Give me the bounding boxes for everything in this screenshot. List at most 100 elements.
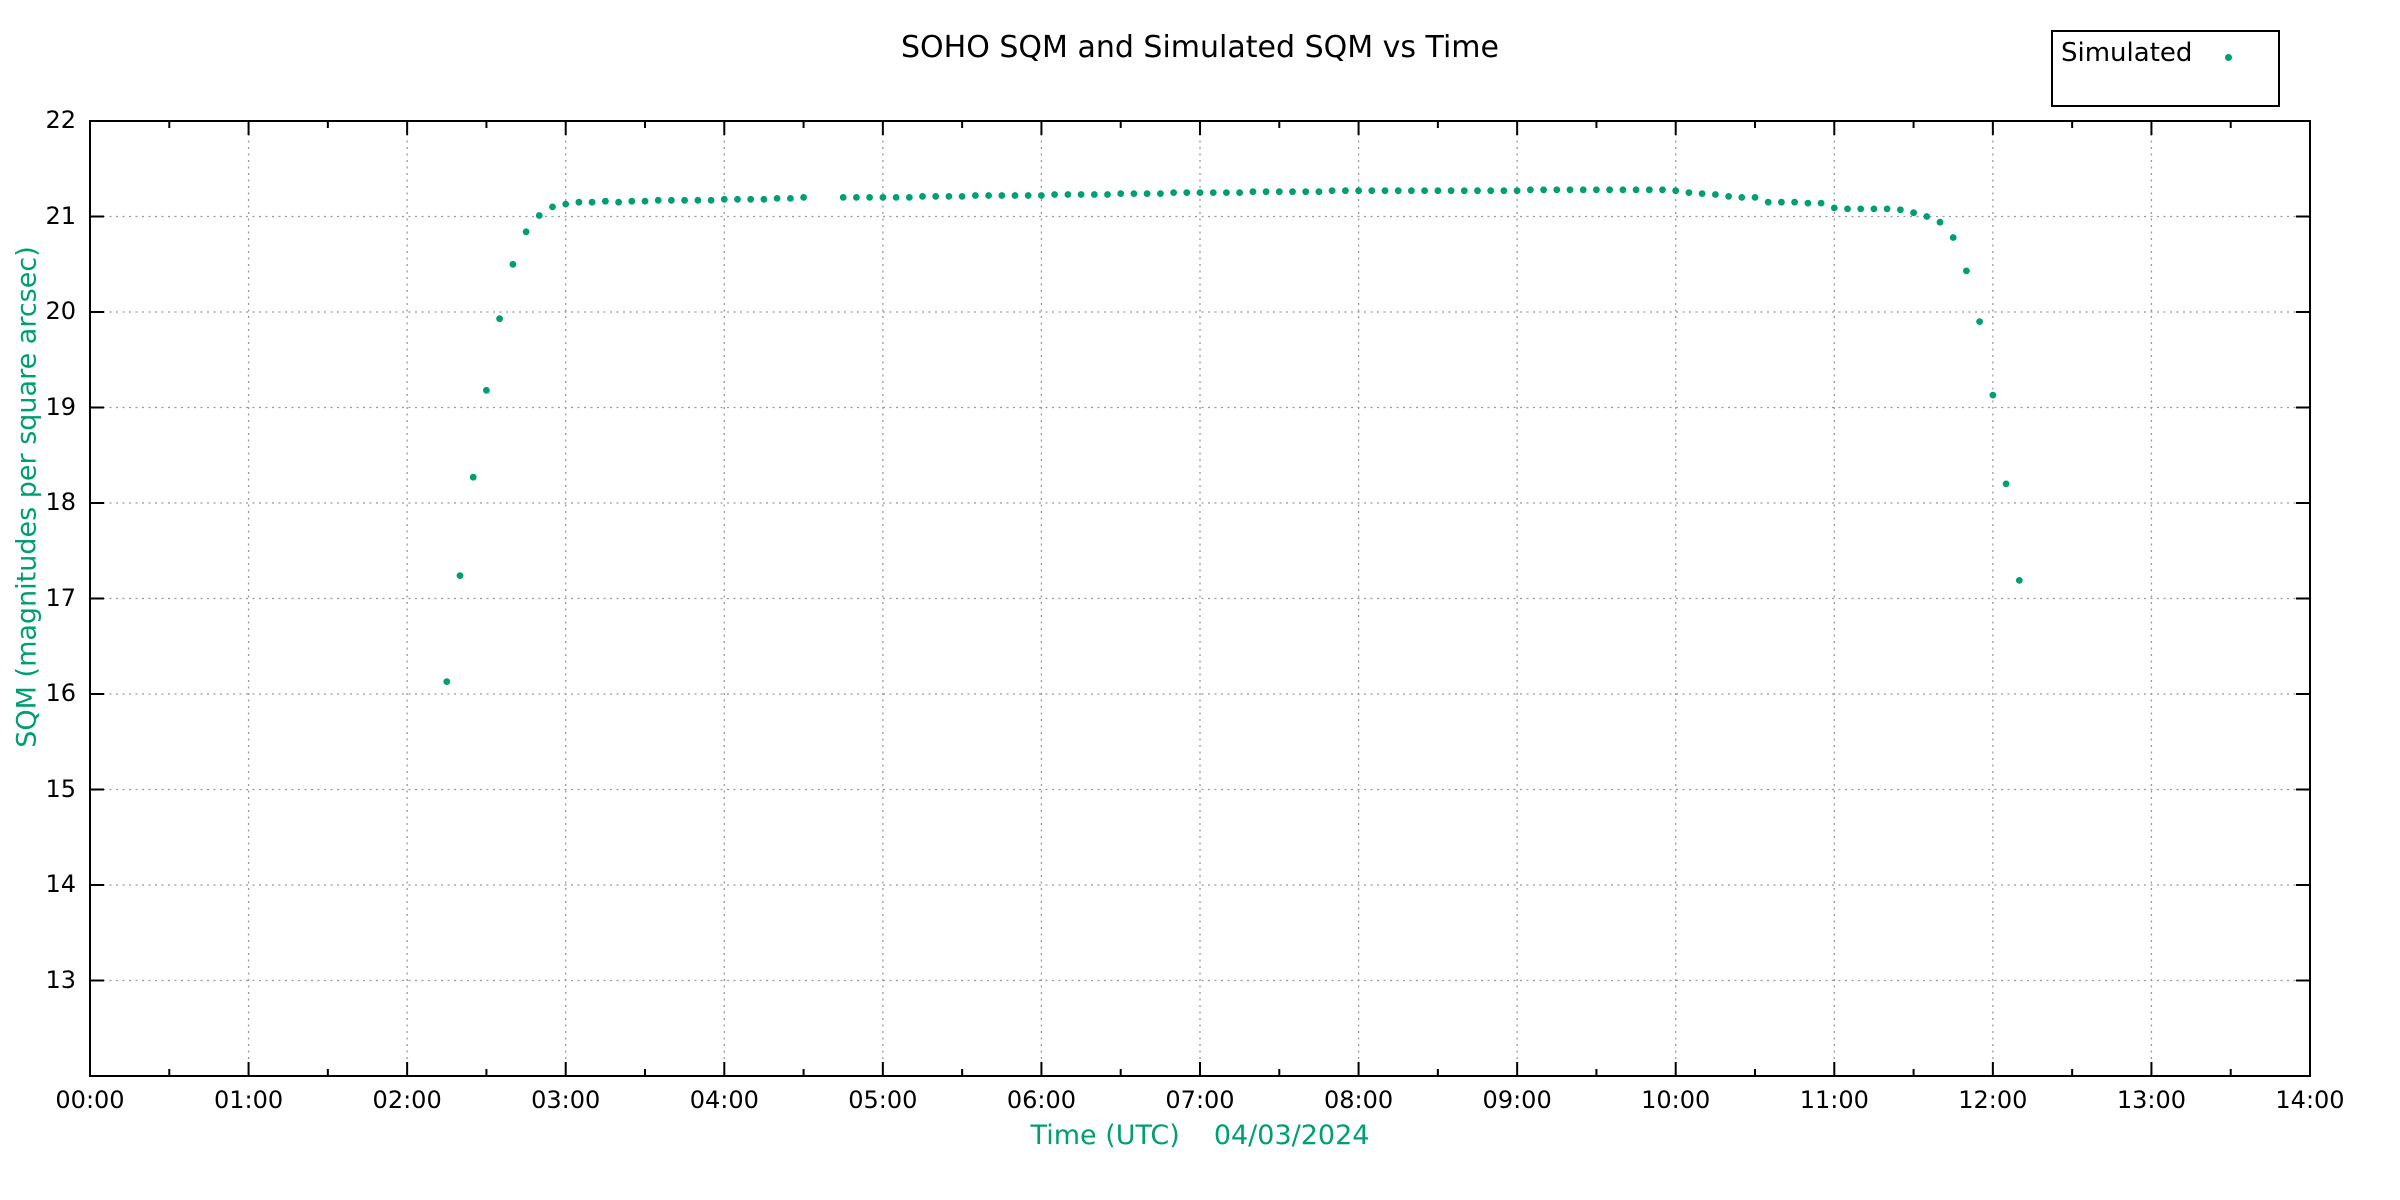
data-point — [1077, 191, 1085, 198]
x-tick-label: 14:00 — [2275, 1086, 2345, 1114]
data-point — [1976, 318, 1983, 325]
data-point — [1619, 186, 1627, 194]
data-point — [1883, 205, 1891, 213]
data-point — [1381, 187, 1389, 195]
chart-title: SOHO SQM and Simulated SQM vs Time — [901, 30, 1499, 65]
data-point — [615, 198, 622, 206]
data-point — [1910, 209, 1917, 217]
data-point — [575, 198, 583, 206]
data-point — [456, 572, 464, 579]
y-tick-label: 19 — [45, 392, 76, 421]
data-point — [2002, 480, 2010, 488]
data-point — [1460, 187, 1468, 195]
data-point — [1751, 194, 1759, 201]
data-point — [654, 196, 662, 204]
data-point — [1593, 186, 1600, 194]
legend-marker-dot-icon — [2225, 54, 2232, 61]
y-tick-label: 17 — [45, 583, 76, 612]
data-point — [1738, 194, 1746, 201]
data-point — [707, 196, 715, 204]
data-point — [1289, 188, 1296, 196]
data-point — [1315, 188, 1323, 196]
data-point — [443, 678, 451, 685]
y-tick-label: 18 — [45, 488, 76, 516]
x-tick-label: 11:00 — [1799, 1086, 1869, 1114]
data-point — [1408, 187, 1415, 195]
data-point — [1764, 198, 1772, 206]
data-point — [1117, 190, 1125, 198]
data-point — [1355, 187, 1362, 195]
data-point — [1778, 198, 1785, 206]
data-point — [1645, 186, 1653, 194]
data-point — [1157, 190, 1164, 198]
data-point — [1606, 186, 1613, 194]
data-point — [879, 194, 887, 201]
y-tick-label: 13 — [45, 965, 76, 994]
data-point — [839, 194, 847, 201]
data-point — [1104, 191, 1111, 198]
data-point — [958, 193, 966, 200]
data-point — [628, 197, 636, 205]
data-point — [905, 194, 913, 201]
x-tick-label: 06:00 — [1006, 1086, 1077, 1114]
data-point — [1474, 187, 1481, 195]
data-point — [892, 194, 900, 201]
data-point — [509, 260, 517, 268]
data-point — [1725, 193, 1732, 200]
data-point — [1143, 190, 1151, 198]
data-point — [1685, 189, 1693, 197]
x-tick-label: 07:00 — [1165, 1086, 1235, 1114]
data-point — [1170, 189, 1177, 197]
data-point — [1434, 187, 1442, 195]
data-point — [1672, 187, 1680, 195]
data-point — [919, 193, 926, 200]
data-point — [1051, 191, 1058, 198]
data-point — [998, 192, 1006, 199]
data-point — [773, 195, 781, 202]
data-point — [1804, 199, 1812, 207]
data-point — [1302, 188, 1310, 196]
data-point — [972, 192, 979, 199]
y-tick-label: 20 — [45, 297, 76, 325]
x-tick-label: 09:00 — [1482, 1086, 1552, 1114]
legend: Simulated — [2051, 30, 2280, 107]
data-point — [1791, 198, 1798, 206]
data-point — [1183, 189, 1191, 197]
data-point — [1064, 191, 1072, 198]
data-point — [668, 196, 675, 204]
data-point — [720, 195, 728, 203]
data-point — [588, 198, 596, 206]
x-tick-label: 01:00 — [213, 1086, 284, 1114]
data-point — [932, 193, 940, 200]
data-point — [1368, 187, 1376, 195]
data-point — [549, 203, 556, 211]
data-point — [734, 195, 741, 203]
data-point — [1566, 186, 1574, 194]
x-tick-label: 10:00 — [1641, 1086, 1711, 1114]
data-point — [1500, 187, 1508, 195]
data-point — [535, 212, 543, 219]
data-point — [1262, 188, 1270, 196]
data-point — [562, 200, 570, 208]
data-point — [1038, 192, 1045, 199]
data-point — [1579, 186, 1587, 194]
data-point — [1487, 187, 1495, 195]
data-point — [1275, 188, 1283, 196]
data-point — [694, 196, 702, 204]
x-tick-label: 00:00 — [55, 1086, 125, 1114]
data-point — [1527, 186, 1534, 194]
data-point — [1897, 206, 1904, 214]
y-tick-label: 14 — [45, 870, 76, 898]
data-point — [800, 194, 807, 201]
data-point — [1209, 189, 1217, 197]
y-tick-label: 16 — [45, 679, 76, 707]
data-point — [1447, 187, 1455, 195]
data-point — [747, 195, 755, 203]
data-point — [1659, 186, 1666, 194]
data-point — [1223, 189, 1230, 197]
data-point — [1632, 186, 1640, 194]
y-tick-label: 22 — [45, 106, 76, 134]
data-point — [522, 228, 530, 236]
